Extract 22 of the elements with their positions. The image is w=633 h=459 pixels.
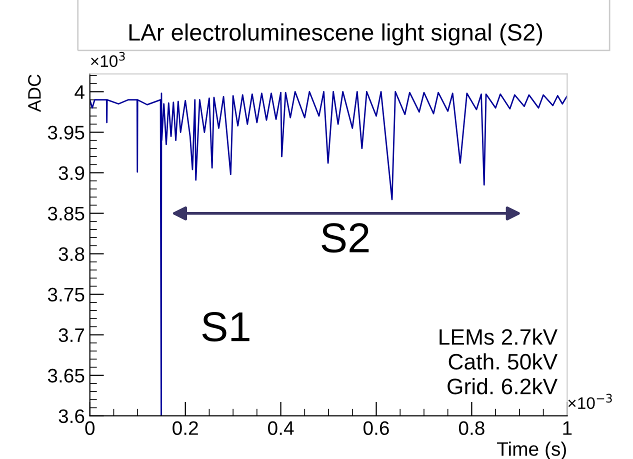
y-tick-label: 3.85 [48, 206, 84, 221]
x-tick-label: 0 [85, 421, 95, 435]
chart-title: LAr electroluminescene light signal (S2) [129, 23, 542, 46]
text: ×10$^{−3}$ [568, 394, 612, 410]
y-axis-title: ADC [28, 74, 41, 112]
annotation: LEMs 2.7kV Cath. 50kV Grid. 6.2kV [440, 328, 558, 394]
x-tick-label: 0.6 [364, 421, 389, 435]
y-tick-label: 3.95 [48, 126, 84, 140]
annotation: S2 [322, 223, 369, 253]
x-tick-label: 0.8 [458, 421, 484, 435]
y-tick-label: 4 [74, 85, 84, 99]
y-tick-label: 3.6 [58, 409, 84, 424]
x-tick-label: 0.4 [268, 421, 294, 435]
text: ×10$^{3}$ [91, 52, 125, 68]
y-tick-label: 3.9 [58, 166, 84, 180]
x-tick-label: 1 [563, 421, 572, 435]
y-tick-label: 3.75 [48, 288, 84, 302]
y-tick-label: 3.7 [58, 328, 84, 342]
x-tick-label: 0.2 [172, 421, 198, 435]
y-tick-label: 3.8 [58, 247, 84, 262]
y-tick-label: 3.65 [48, 368, 84, 383]
annotation: S1 [202, 312, 250, 342]
